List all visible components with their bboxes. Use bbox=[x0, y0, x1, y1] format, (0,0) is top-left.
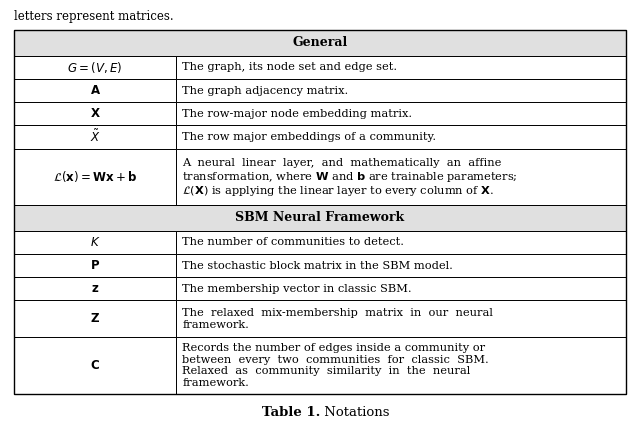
Bar bbox=[14, 30, 626, 56]
Text: $\mathcal{L}(\mathbf{x}) = \mathbf{W}\mathbf{x} + \mathbf{b}$: $\mathcal{L}(\mathbf{x}) = \mathbf{W}\ma… bbox=[53, 169, 137, 184]
Text: between  every  two  communities  for  classic  SBM.: between every two communities for classi… bbox=[182, 355, 489, 365]
Text: framework.: framework. bbox=[182, 320, 249, 330]
Text: A  neural  linear  layer,  and  mathematically  an  affine: A neural linear layer, and mathematicall… bbox=[182, 158, 502, 168]
Text: $G = (V, E)$: $G = (V, E)$ bbox=[67, 60, 123, 75]
Text: Notations: Notations bbox=[320, 407, 390, 419]
Text: $\mathbf{X}$: $\mathbf{X}$ bbox=[90, 108, 100, 121]
Text: General: General bbox=[292, 36, 348, 49]
Bar bbox=[176, 56, 626, 79]
Text: $\mathbf{z}$: $\mathbf{z}$ bbox=[91, 282, 99, 295]
Bar bbox=[14, 56, 176, 79]
Text: The row-major node embedding matrix.: The row-major node embedding matrix. bbox=[182, 109, 412, 119]
Bar bbox=[14, 337, 176, 394]
Text: The stochastic block matrix in the SBM model.: The stochastic block matrix in the SBM m… bbox=[182, 260, 453, 270]
Bar bbox=[14, 149, 176, 205]
Text: Relaxed  as  community  similarity  in  the  neural: Relaxed as community similarity in the n… bbox=[182, 366, 470, 376]
Bar bbox=[176, 231, 626, 254]
Text: $\mathbf{C}$: $\mathbf{C}$ bbox=[90, 359, 100, 372]
Text: Records the number of edges inside a community or: Records the number of edges inside a com… bbox=[182, 343, 485, 353]
Text: Table 1.: Table 1. bbox=[262, 407, 320, 419]
Bar bbox=[176, 79, 626, 102]
Text: The graph, its node set and edge set.: The graph, its node set and edge set. bbox=[182, 63, 397, 73]
Text: transformation, where $\mathbf{W}$ and $\mathbf{b}$ are trainable parameters;: transformation, where $\mathbf{W}$ and $… bbox=[182, 170, 518, 184]
Text: $\mathcal{L}(\mathbf{X})$ is applying the linear layer to every column of $\math: $\mathcal{L}(\mathbf{X})$ is applying th… bbox=[182, 184, 494, 198]
Bar bbox=[176, 254, 626, 277]
Text: The membership vector in classic SBM.: The membership vector in classic SBM. bbox=[182, 284, 412, 294]
Bar bbox=[176, 337, 626, 394]
Bar bbox=[14, 79, 176, 102]
Text: letters represent matrices.: letters represent matrices. bbox=[14, 10, 173, 23]
Text: The graph adjacency matrix.: The graph adjacency matrix. bbox=[182, 86, 348, 95]
Text: $\mathbf{Z}$: $\mathbf{Z}$ bbox=[90, 312, 100, 325]
Text: $\mathbf{A}$: $\mathbf{A}$ bbox=[90, 84, 100, 97]
Bar bbox=[176, 277, 626, 300]
Text: $K$: $K$ bbox=[90, 236, 100, 249]
Bar bbox=[14, 300, 176, 337]
Bar bbox=[14, 102, 176, 125]
Text: The number of communities to detect.: The number of communities to detect. bbox=[182, 237, 404, 248]
Bar bbox=[176, 149, 626, 205]
Text: The  relaxed  mix-membership  matrix  in  our  neural: The relaxed mix-membership matrix in our… bbox=[182, 308, 493, 318]
Text: SBM Neural Framework: SBM Neural Framework bbox=[236, 211, 404, 224]
Bar bbox=[14, 231, 176, 254]
Bar bbox=[14, 205, 626, 231]
Bar bbox=[14, 125, 176, 149]
Bar bbox=[14, 254, 176, 277]
Bar bbox=[176, 102, 626, 125]
Text: The row major embeddings of a community.: The row major embeddings of a community. bbox=[182, 132, 436, 142]
Bar bbox=[14, 30, 626, 394]
Bar bbox=[176, 300, 626, 337]
Text: $\tilde{X}$: $\tilde{X}$ bbox=[90, 129, 100, 145]
Bar bbox=[176, 125, 626, 149]
Text: $\mathbf{P}$: $\mathbf{P}$ bbox=[90, 259, 100, 272]
Bar bbox=[14, 277, 176, 300]
Text: framework.: framework. bbox=[182, 378, 249, 388]
